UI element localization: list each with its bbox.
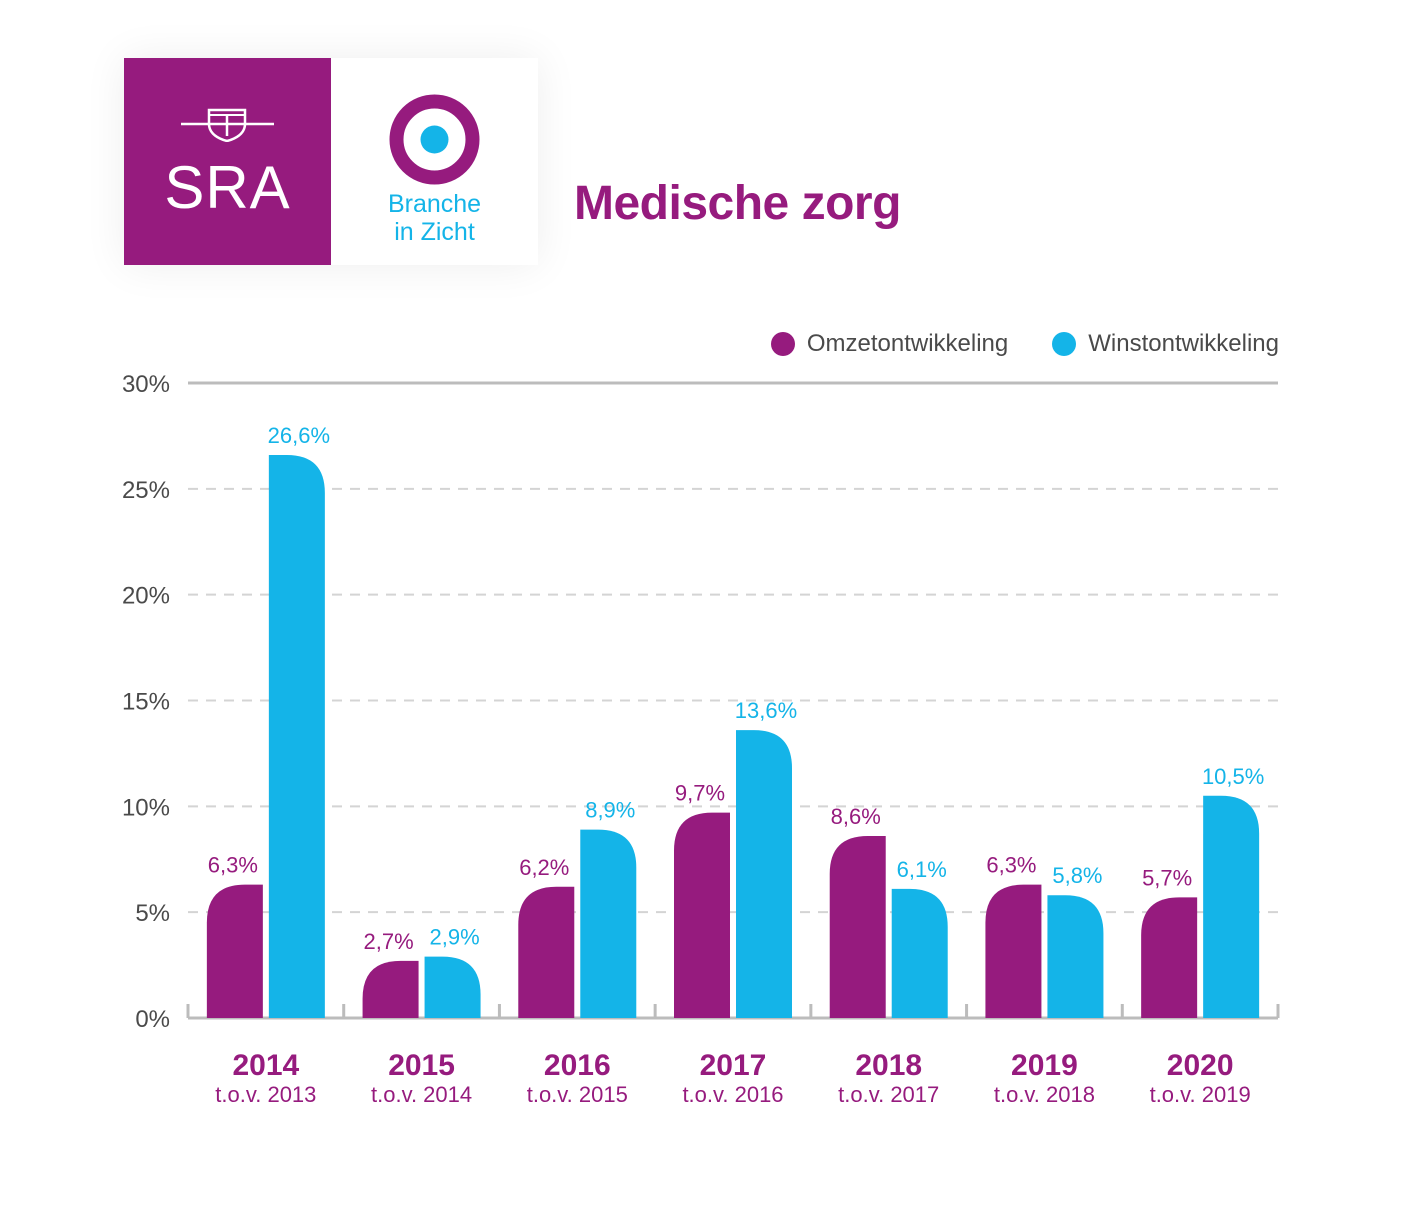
data-label-winst: 2,9% bbox=[429, 925, 479, 950]
y-tick-label: 30% bbox=[122, 371, 170, 398]
legend-item-winst: Winstontwikkeling bbox=[1052, 330, 1279, 358]
x-category-label: 2017 bbox=[700, 1049, 767, 1082]
page-title: Medische zorg bbox=[574, 177, 901, 230]
data-label-omzet: 5,7% bbox=[1142, 865, 1192, 890]
x-category-sublabel: t.o.v. 2016 bbox=[682, 1082, 783, 1107]
bar-omzet bbox=[985, 884, 1042, 1018]
branche-in-zicht-logo: Branche in Zicht bbox=[331, 58, 538, 265]
data-label-omzet: 8,6% bbox=[831, 804, 881, 829]
bar-omzet bbox=[829, 835, 886, 1018]
y-tick-label: 0% bbox=[135, 1006, 170, 1033]
data-label-omzet: 6,3% bbox=[208, 853, 258, 878]
x-category-label: 2020 bbox=[1167, 1049, 1234, 1082]
target-icon bbox=[389, 94, 480, 185]
data-label-winst: 5,8% bbox=[1052, 863, 1102, 888]
data-label-winst: 10,5% bbox=[1202, 764, 1264, 789]
bar-omzet bbox=[206, 884, 263, 1018]
y-tick-label: 15% bbox=[122, 689, 170, 716]
data-label-winst: 8,9% bbox=[585, 798, 635, 823]
data-label-winst: 13,6% bbox=[735, 698, 797, 723]
legend-item-omzet: Omzetontwikkeling bbox=[770, 330, 1009, 358]
bar-winst bbox=[1203, 795, 1260, 1018]
x-category-sublabel: t.o.v. 2019 bbox=[1150, 1082, 1251, 1107]
bar-omzet bbox=[362, 960, 419, 1018]
data-label-winst: 26,6% bbox=[268, 423, 330, 448]
x-category-sublabel: t.o.v. 2017 bbox=[838, 1082, 939, 1107]
y-tick-label: 10% bbox=[122, 794, 170, 821]
branche-logo-line1: Branche bbox=[387, 190, 482, 218]
data-label-winst: 6,1% bbox=[897, 857, 947, 882]
bar-winst bbox=[736, 730, 792, 1018]
x-category-label: 2019 bbox=[1011, 1049, 1078, 1082]
bar-winst bbox=[268, 454, 325, 1018]
bar-omzet bbox=[518, 886, 575, 1018]
legend-label-winst: Winstontwikkeling bbox=[1088, 330, 1279, 357]
logo-card: SRA Branche in Zicht bbox=[124, 58, 538, 265]
chart-legend: Omzetontwikkeling Winstontwikkeling bbox=[727, 330, 1279, 358]
bar-omzet bbox=[1141, 897, 1198, 1018]
x-category-sublabel: t.o.v. 2015 bbox=[527, 1082, 628, 1107]
bar-winst bbox=[580, 829, 637, 1018]
y-tick-label: 20% bbox=[122, 583, 170, 610]
x-category-sublabel: t.o.v. 2018 bbox=[994, 1082, 1095, 1107]
x-category-label: 2015 bbox=[388, 1049, 455, 1082]
data-label-omzet: 2,7% bbox=[363, 929, 413, 954]
y-tick-label: 25% bbox=[122, 477, 170, 504]
branche-logo-line2: in Zicht bbox=[394, 218, 475, 246]
legend-label-omzet: Omzetontwikkeling bbox=[806, 330, 1009, 357]
x-category-label: 2016 bbox=[544, 1049, 611, 1082]
x-category-sublabel: t.o.v. 2014 bbox=[371, 1082, 472, 1107]
y-tick-label: 5% bbox=[135, 900, 170, 927]
shield-emblem-icon bbox=[181, 108, 274, 142]
data-label-omzet: 6,2% bbox=[519, 855, 569, 880]
bar-winst bbox=[891, 888, 948, 1018]
sra-logo-text: SRA bbox=[164, 154, 291, 221]
legend-swatch-omzet bbox=[770, 332, 795, 356]
data-label-omzet: 9,7% bbox=[675, 781, 725, 806]
bar-winst bbox=[424, 956, 481, 1018]
data-label-omzet: 6,3% bbox=[986, 853, 1036, 878]
bar-omzet bbox=[674, 812, 730, 1018]
sra-logo: SRA bbox=[124, 58, 331, 265]
legend-swatch-winst bbox=[1052, 332, 1077, 356]
x-category-label: 2014 bbox=[232, 1049, 299, 1082]
bar-winst bbox=[1047, 895, 1104, 1018]
x-category-sublabel: t.o.v. 2013 bbox=[215, 1082, 316, 1107]
x-category-label: 2018 bbox=[855, 1049, 922, 1082]
